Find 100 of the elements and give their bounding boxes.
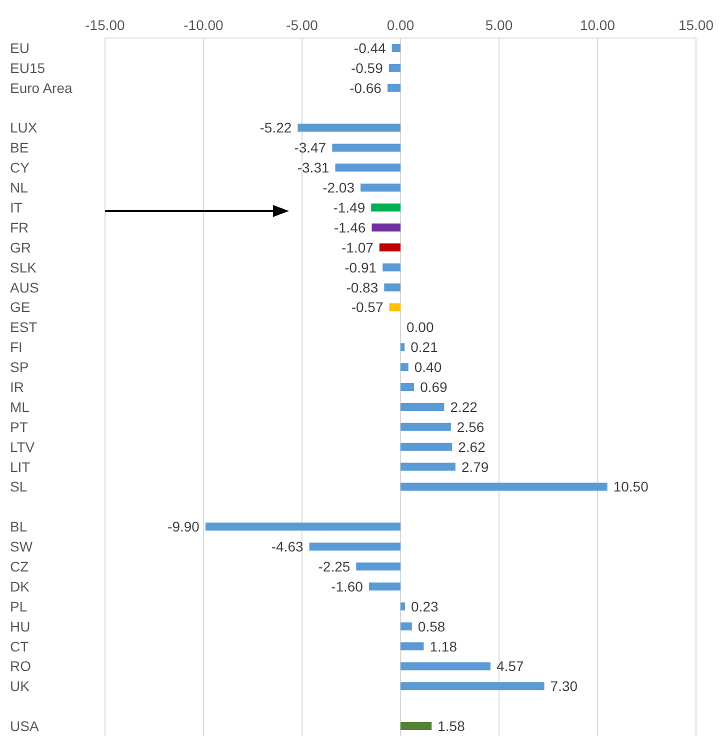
bar xyxy=(356,562,400,571)
data-label: 10.50 xyxy=(613,478,649,495)
bar xyxy=(309,542,400,551)
bar xyxy=(372,223,400,232)
y-tick-label: USA xyxy=(10,718,40,734)
bar xyxy=(400,383,414,392)
data-label: -4.63 xyxy=(271,538,304,555)
data-label: 0.00 xyxy=(406,319,434,336)
bar xyxy=(379,243,400,252)
data-label: 2.62 xyxy=(458,438,486,455)
bar xyxy=(400,363,408,372)
y-tick-label: HU xyxy=(10,618,30,634)
data-label: -0.59 xyxy=(350,60,384,76)
y-tick-label: GE xyxy=(10,299,30,316)
bar xyxy=(382,263,400,272)
y-tick-label: Euro Area xyxy=(10,80,72,96)
data-label: 1.18 xyxy=(430,638,458,654)
bar xyxy=(388,64,400,72)
y-tick-label: IT xyxy=(10,200,23,216)
y-tick-label: BE xyxy=(10,140,29,156)
y-tick-label: PT xyxy=(10,418,28,435)
data-label: -0.66 xyxy=(350,80,382,96)
bar xyxy=(400,722,432,730)
y-tick-label: LUX xyxy=(10,120,38,136)
bar xyxy=(400,462,456,471)
data-label: 2.56 xyxy=(456,418,484,435)
bar xyxy=(400,422,451,431)
bar xyxy=(400,642,424,650)
bar xyxy=(392,44,400,52)
bar xyxy=(400,343,405,352)
y-tick-label: CT xyxy=(10,638,30,654)
data-label: -0.91 xyxy=(344,259,377,276)
y-tick-label: RO xyxy=(10,658,32,674)
y-tick-label: FI xyxy=(10,339,22,356)
x-tick-label: -5.00 xyxy=(286,17,318,33)
bar xyxy=(389,303,400,312)
data-label: -3.47 xyxy=(294,140,326,156)
y-tick-label: DK xyxy=(10,578,30,594)
data-label: -5.22 xyxy=(260,120,292,136)
y-tick-label: CZ xyxy=(10,558,30,574)
y-tick-label: LTV xyxy=(10,438,36,455)
x-tick-label: 0.00 xyxy=(386,17,414,33)
data-label: -2.03 xyxy=(322,180,355,196)
bar xyxy=(371,204,400,212)
data-label: -1.07 xyxy=(342,239,374,256)
bar xyxy=(360,184,400,192)
y-tick-label: SLK xyxy=(10,259,38,276)
y-tick-label: SL xyxy=(10,478,28,495)
y-tick-label: UK xyxy=(10,678,30,694)
data-label: 0.23 xyxy=(411,598,438,614)
data-label: -2.25 xyxy=(318,558,350,574)
bar xyxy=(388,84,400,92)
bar xyxy=(335,164,400,172)
y-tick-label: EU15 xyxy=(10,60,46,76)
y-tick-label: GR xyxy=(10,239,31,256)
data-label: 0.40 xyxy=(414,359,442,376)
x-tick-label: -10.00 xyxy=(184,17,224,33)
y-tick-label: CY xyxy=(10,160,30,176)
y-tick-label: SW xyxy=(10,538,34,555)
data-label: 0.21 xyxy=(410,339,438,356)
bar xyxy=(384,283,400,292)
data-label: 7.30 xyxy=(550,678,578,694)
bar xyxy=(400,662,491,670)
y-tick-label: NL xyxy=(10,180,28,196)
x-tick-label: -15.00 xyxy=(85,17,126,33)
y-tick-label: LIT xyxy=(10,458,31,475)
bar xyxy=(368,582,400,590)
y-tick-label: ML xyxy=(10,398,30,415)
bar xyxy=(400,402,444,411)
bar xyxy=(400,682,544,690)
data-label: -1.60 xyxy=(331,578,364,594)
y-tick-label: BL xyxy=(10,518,28,535)
data-label: -9.90 xyxy=(168,518,200,535)
data-label: 0.69 xyxy=(420,379,448,395)
data-label: 2.79 xyxy=(461,458,489,475)
bar xyxy=(298,124,400,132)
bar xyxy=(332,144,400,152)
y-tick-label: IR xyxy=(10,379,24,395)
x-tick-label: 5.00 xyxy=(485,17,513,33)
y-tick-label: AUS xyxy=(10,279,39,296)
data-label: -1.49 xyxy=(333,200,366,216)
data-label: -0.57 xyxy=(351,299,384,316)
y-tick-label: SP xyxy=(10,359,29,376)
data-label: -0.44 xyxy=(354,40,386,56)
x-tick-label: 10.00 xyxy=(580,17,616,33)
data-label: -0.83 xyxy=(346,279,378,296)
y-tick-label: EU xyxy=(10,40,30,56)
bar xyxy=(400,482,608,491)
data-label: -1.46 xyxy=(334,219,366,236)
y-tick-label: FR xyxy=(10,219,29,236)
data-label: 0.58 xyxy=(418,618,446,634)
x-tick-label: 15.00 xyxy=(678,17,714,33)
y-tick-label: PL xyxy=(10,598,28,614)
data-label: 4.57 xyxy=(496,658,524,674)
bar xyxy=(400,622,412,630)
bar xyxy=(400,442,452,451)
y-tick-label: EST xyxy=(10,319,38,336)
data-label: 1.58 xyxy=(438,718,466,734)
bar xyxy=(205,522,400,531)
data-label: -3.31 xyxy=(297,160,330,176)
